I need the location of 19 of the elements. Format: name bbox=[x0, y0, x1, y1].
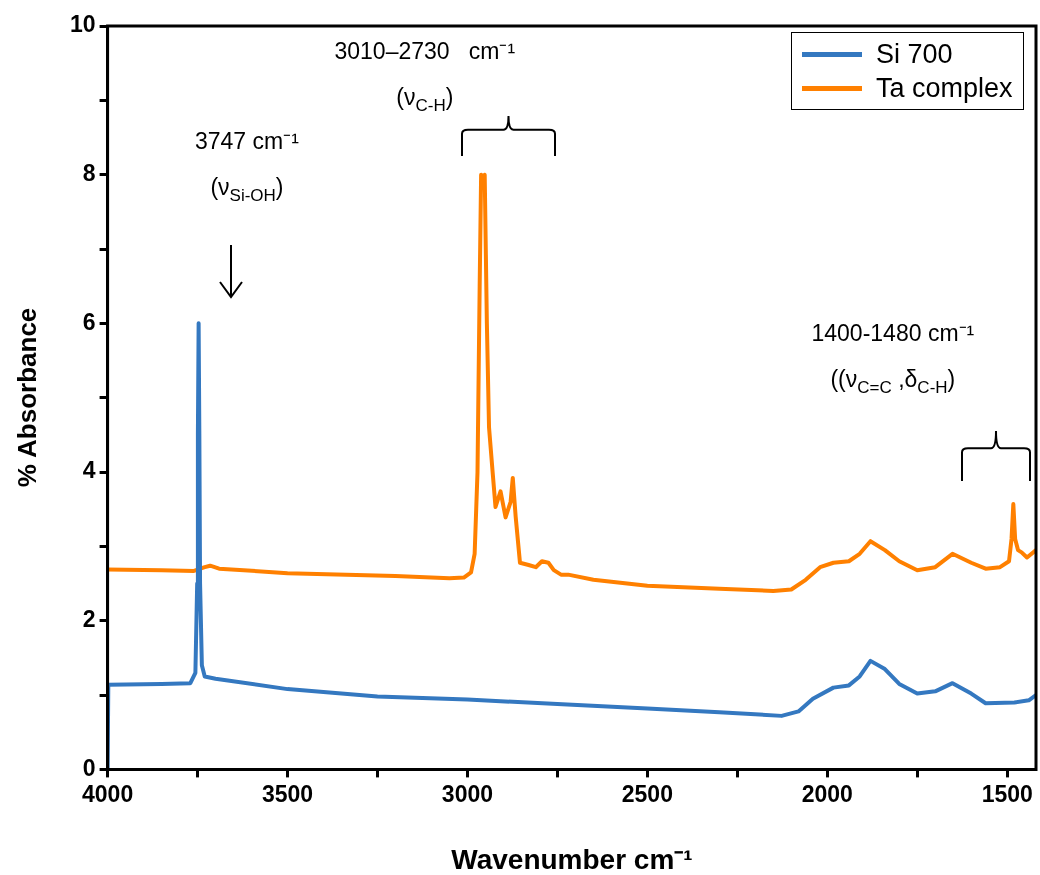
legend-label: Si 700 bbox=[876, 38, 953, 70]
y-tick-label: 10 bbox=[69, 11, 96, 38]
x-tick-label: 3500 bbox=[261, 780, 314, 807]
y-tick-label: 2 bbox=[82, 606, 96, 633]
legend-label: Ta complex bbox=[876, 72, 1013, 104]
y-axis-title: % Absorbance bbox=[12, 307, 44, 488]
annotation: 3747 cm⁻¹ (ν$_{Si-OH}$) bbox=[195, 127, 299, 207]
y-tick-label: 4 bbox=[82, 457, 96, 484]
y-tick-label: 6 bbox=[82, 308, 96, 335]
y-tick-label: 0 bbox=[82, 754, 96, 781]
y-tick-label: 8 bbox=[82, 160, 96, 187]
annotation: 1400-1480 cm⁻¹ ((ν$_{C=C}$ ,δ$_{C-H}$) bbox=[811, 319, 975, 399]
x-tick-label: 2500 bbox=[621, 780, 673, 807]
x-tick-label: 1500 bbox=[981, 780, 1033, 807]
x-tick-label: 4000 bbox=[82, 780, 134, 807]
x-tick-label: 2000 bbox=[801, 780, 853, 807]
x-tick-label: 3000 bbox=[441, 780, 494, 807]
annotation: 3010–2730 cm⁻¹ (ν$_{C-H}$) bbox=[334, 37, 516, 117]
x-axis-title: Wavenumber cm⁻¹ bbox=[451, 843, 693, 875]
